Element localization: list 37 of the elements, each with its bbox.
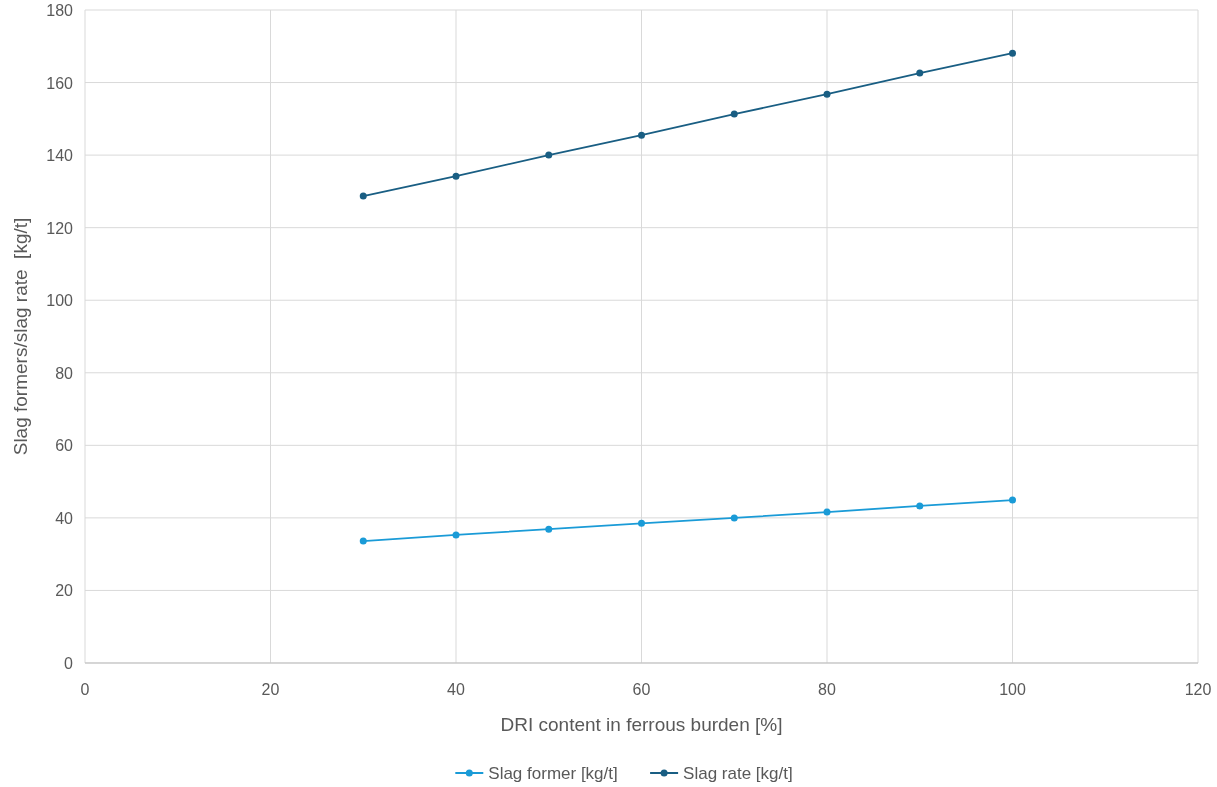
point: [359, 537, 367, 545]
x-tick-label: 100: [999, 681, 1026, 698]
y-tick-label: 100: [46, 292, 74, 310]
y-tick-label: 0: [64, 655, 74, 672]
point: [1009, 49, 1016, 57]
x-tick-label: 120: [1184, 681, 1212, 698]
y-tick-label: 60: [55, 437, 74, 455]
point: [916, 69, 924, 77]
legend-label: Slag former [kg/t]: [488, 764, 618, 783]
point: [730, 514, 738, 522]
x-axis-title: DRI content in ferrous burden [%]: [500, 714, 783, 735]
y-axis-title: Slag formers/slag rate [kg/t]: [10, 217, 31, 456]
point: [638, 519, 645, 527]
point: [916, 502, 924, 510]
x-tick-label: 0: [80, 681, 90, 698]
x-tick-label: 60: [632, 681, 651, 698]
point: [730, 110, 738, 118]
y-tick-label: 180: [46, 2, 74, 19]
point: [1009, 496, 1016, 504]
point: [638, 131, 645, 139]
y-tick-label: 120: [46, 219, 74, 237]
y-tick-label: 80: [55, 364, 74, 382]
point: [823, 90, 831, 98]
y-tick-label: 20: [55, 582, 74, 600]
y-tick-label: 160: [46, 74, 74, 92]
point: [545, 525, 553, 533]
legend-label: Slag rate [kg/t]: [683, 764, 793, 783]
point: [545, 151, 553, 159]
point: [452, 172, 460, 180]
point: [452, 531, 460, 539]
x-tick-label: 40: [447, 681, 465, 698]
y-tick-label: 40: [55, 509, 74, 527]
x-tick-label: 20: [261, 681, 280, 698]
point: [823, 508, 831, 516]
y-tick-label: 140: [46, 147, 74, 165]
x-tick-label: 80: [818, 681, 836, 698]
point: [359, 192, 367, 200]
